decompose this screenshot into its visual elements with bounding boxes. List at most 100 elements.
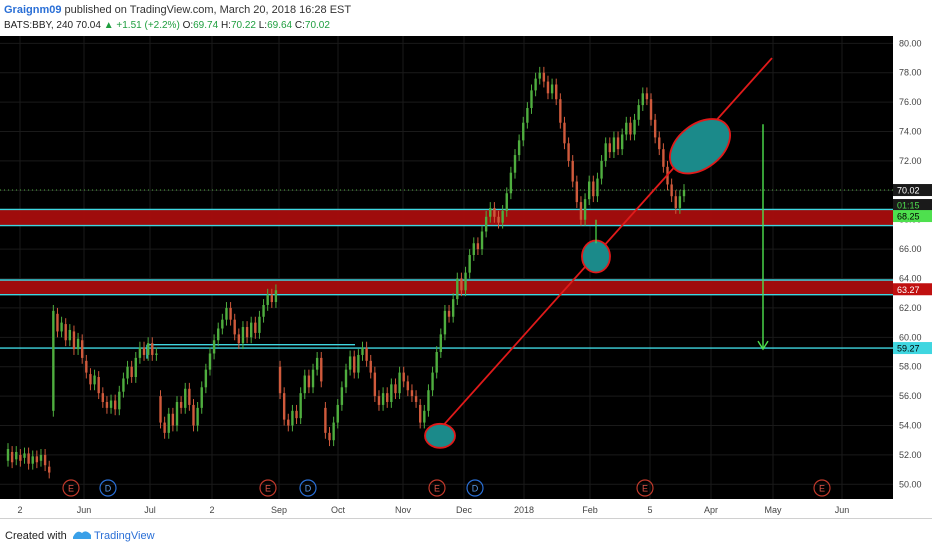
candle-body	[571, 160, 574, 182]
earnings-event-icon	[636, 479, 654, 497]
candle-body	[303, 375, 306, 394]
candle-body	[344, 369, 348, 388]
candle-body	[233, 319, 236, 335]
candle-body	[15, 451, 18, 460]
publish-info: published on TradingView.com, March 20, …	[64, 4, 352, 16]
dividend-event-icon	[466, 479, 484, 497]
candle-body	[567, 143, 570, 161]
earnings-event-icon	[62, 479, 80, 497]
resistance-zone	[0, 209, 893, 226]
candle-body	[468, 255, 471, 273]
highlight-ellipse	[424, 422, 456, 449]
candle-body	[563, 122, 566, 144]
candle-body	[559, 99, 562, 123]
candle-body	[332, 422, 335, 441]
publish-line: Graignm09 published on TradingView.com, …	[4, 4, 351, 16]
candle-body	[451, 299, 455, 317]
candle-body	[418, 404, 422, 423]
y-tick-label: 64.00	[899, 274, 922, 284]
candle-body	[357, 354, 360, 373]
y-tick-label: 52.00	[899, 450, 922, 460]
candle-body	[64, 324, 67, 341]
candle-body	[649, 99, 653, 120]
author-link[interactable]: Graignm09	[4, 4, 62, 16]
footer: Created with TradingView	[0, 518, 932, 551]
candle-body	[311, 369, 315, 388]
candle-body	[505, 193, 508, 211]
candle-body	[254, 322, 257, 333]
candle-body	[122, 378, 125, 392]
candle-body	[439, 334, 443, 353]
candle-body	[163, 422, 166, 433]
low-value: 69.64	[267, 20, 293, 31]
x-tick-label: Jul	[144, 505, 156, 515]
candle-body	[583, 199, 587, 220]
candle-body	[493, 207, 496, 217]
candle-body	[142, 347, 146, 355]
y-tick-label: 56.00	[899, 391, 922, 401]
candle-body	[221, 319, 224, 329]
candle-body	[249, 322, 253, 338]
candle-body	[56, 313, 59, 332]
candle-body	[52, 310, 55, 411]
candle-body	[423, 410, 426, 423]
close-value: 70.02	[304, 20, 330, 31]
candle-body	[596, 178, 599, 197]
candle-body	[472, 243, 475, 256]
candle-body	[105, 401, 109, 408]
candle-body	[266, 294, 269, 305]
candle-body	[204, 369, 208, 388]
candle-body	[373, 372, 377, 397]
candle-body	[633, 119, 636, 135]
candle-body	[171, 413, 175, 426]
candle-body	[480, 231, 484, 250]
candle-body	[146, 343, 150, 355]
candle-body	[225, 307, 228, 320]
candle-body	[113, 400, 117, 410]
candle-body	[658, 137, 661, 150]
candle-body	[534, 78, 537, 91]
candle-body	[155, 353, 158, 355]
candle-body	[151, 343, 154, 355]
candle-body	[522, 122, 525, 141]
candle-body	[328, 432, 331, 441]
price-chart[interactable]: 50.00 52.00 54.00 56.00 58.00 60.00 62.00 64.00…	[0, 36, 932, 518]
candle-body	[476, 243, 480, 250]
price-change: +1.51 (+2.2%)	[116, 20, 180, 31]
candle-body	[10, 451, 14, 463]
candle-body	[592, 181, 595, 197]
candle-body	[324, 407, 327, 433]
x-tick-label: May	[764, 505, 782, 515]
time-axis-background	[0, 499, 893, 518]
candle-body	[579, 202, 583, 220]
candle-body	[394, 384, 397, 394]
y-tick-label: 78.00	[899, 68, 922, 78]
candle-body	[530, 90, 533, 109]
event-label: E	[642, 484, 648, 494]
candle-body	[348, 356, 352, 370]
x-tick-label: Sep	[271, 505, 287, 515]
tradingview-link[interactable]: TradingView	[94, 530, 155, 542]
candle-body	[89, 374, 92, 385]
candle-body	[167, 413, 170, 433]
candle-body	[587, 181, 591, 200]
y-tick-label: 50.00	[899, 479, 922, 489]
candle-body	[653, 119, 657, 138]
symbol-label[interactable]: BATS:BBY, 240	[4, 20, 74, 31]
earnings-event-icon	[259, 479, 277, 497]
open-label: O:	[182, 20, 194, 31]
candle-body	[320, 357, 323, 382]
candle-body	[604, 143, 607, 161]
candle-body	[670, 184, 673, 197]
price-tag-last: 70.02	[897, 186, 920, 196]
candle-body	[179, 401, 183, 408]
close-label: C:	[294, 20, 305, 31]
price-tag-bg	[893, 342, 932, 355]
x-tick-label: 2	[209, 505, 214, 515]
candle-body	[291, 410, 294, 426]
x-tick-label: Jun	[77, 505, 92, 515]
candle-body	[109, 400, 113, 408]
candle-body	[72, 331, 76, 350]
symbol-line: BATS:BBY, 240 70.04 ▲ +1.51 (+2.2%) O:69…	[4, 20, 330, 31]
candle-body	[27, 453, 30, 464]
